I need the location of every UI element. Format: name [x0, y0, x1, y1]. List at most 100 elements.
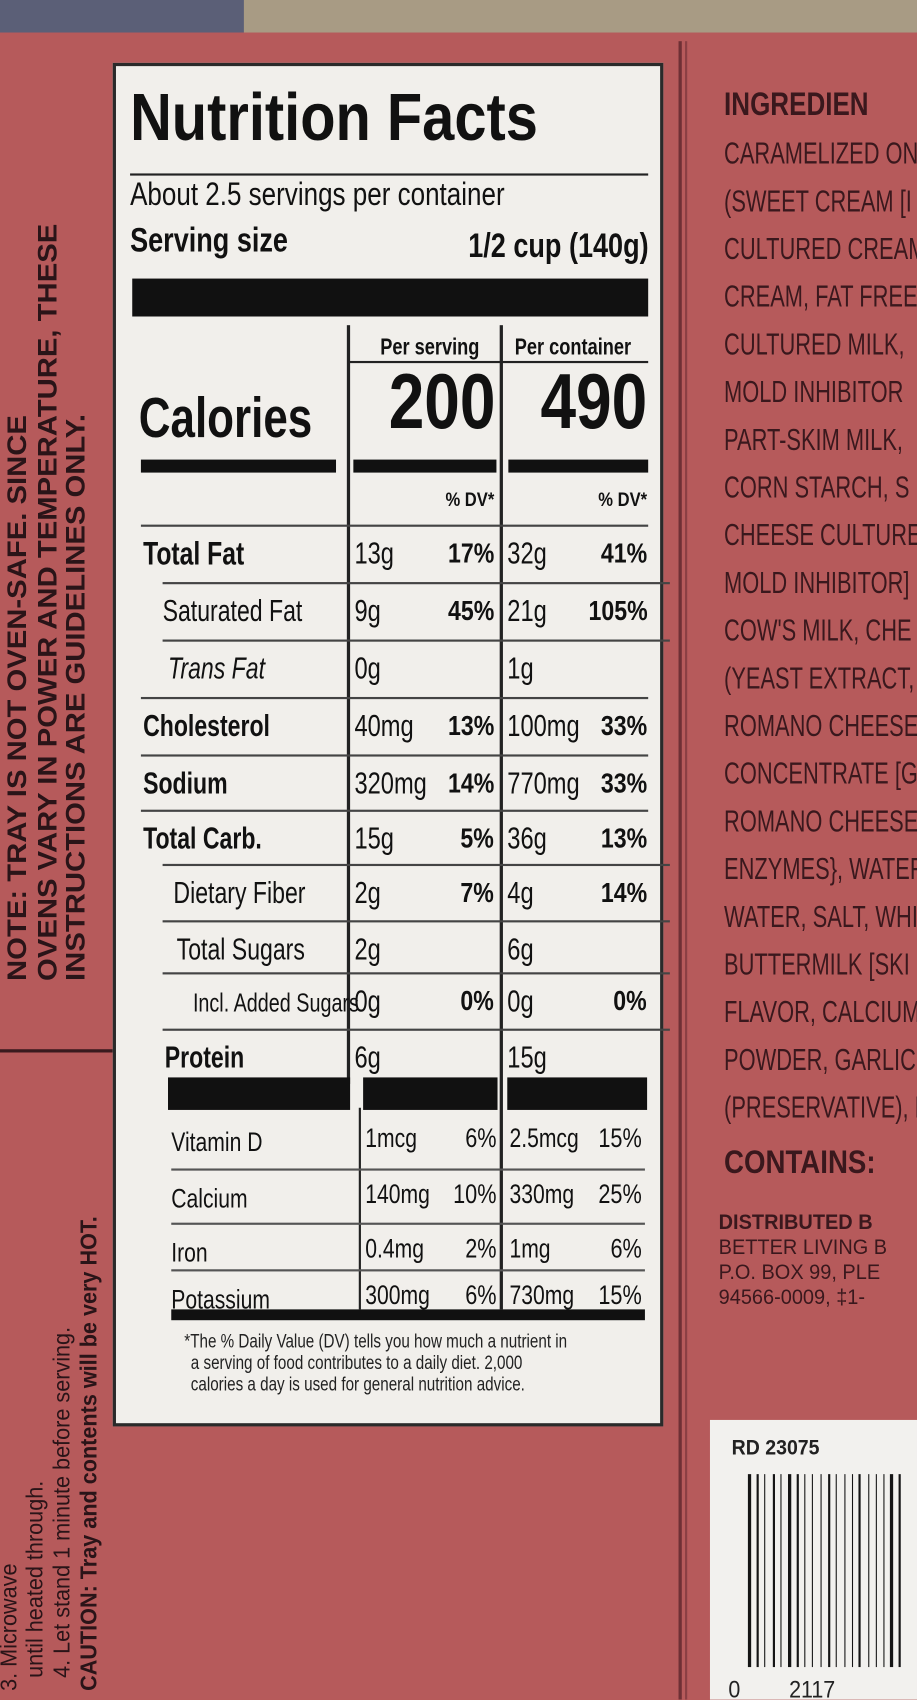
amount-per-serving: 1mcg	[365, 1122, 417, 1154]
row-rule	[140, 524, 649, 527]
nutrient-name: Total Carb.	[143, 821, 262, 856]
calories-per-container: 490	[540, 358, 648, 446]
ingredient-line: CHEESE CULTURE	[724, 518, 917, 552]
vitamin-name: Iron	[171, 1237, 208, 1269]
product-code: RD 23075	[731, 1436, 820, 1461]
ingredient-line: WATER, SALT, WHI	[724, 899, 917, 934]
nutrient-name: Total Sugars	[176, 932, 305, 966]
row-rule	[162, 1028, 670, 1031]
ingredient-line: (YEAST EXTRACT,	[724, 661, 915, 695]
row-rule	[162, 863, 670, 867]
distributor-line: DISTRIBUTED B	[718, 1210, 873, 1235]
amount-per-container: 770mg	[507, 766, 580, 800]
ingredient-line: CULTURED CREAM	[724, 231, 917, 266]
amount-per-container: 32g	[507, 536, 547, 571]
distributor-line: BETTER LIVING B	[718, 1235, 888, 1260]
amount-per-container: 4g	[507, 875, 534, 910]
amount-per-serving: 0g	[354, 984, 381, 1018]
thick-bar	[132, 278, 649, 317]
vitamin-name: Vitamin D	[171, 1127, 263, 1158]
footnote-line: *The % Daily Value (DV) tells you how mu…	[184, 1329, 568, 1352]
amount-per-serving: 300mg	[365, 1280, 430, 1311]
thick-bar	[353, 459, 497, 473]
barcode-bar	[835, 1474, 837, 1668]
serving-size-label: Serving size	[130, 220, 288, 260]
barcode-bar	[780, 1474, 782, 1668]
ingredient-line: COW'S MILK, CHE	[724, 613, 912, 648]
amount-per-container: 0g	[507, 984, 534, 1018]
distributor-line: P.O. BOX 99, PLE	[718, 1260, 881, 1285]
row-rule	[140, 809, 649, 812]
column-divider	[346, 325, 351, 1084]
instruction-line: until heated through.	[22, 1480, 48, 1678]
amount-per-serving: 40mg	[354, 708, 414, 743]
dv-per-serving: 7%	[460, 875, 495, 909]
amount-per-container: 15g	[507, 1040, 547, 1075]
amount-per-serving: 9g	[354, 593, 381, 628]
dv-per-container: 13%	[600, 821, 648, 855]
row-rule	[171, 1222, 645, 1225]
barcode-bar	[883, 1474, 885, 1668]
footnote-line: calories a day is used for general nutri…	[190, 1373, 525, 1396]
thick-bar	[140, 459, 337, 473]
dv-per-serving: 14%	[448, 766, 495, 799]
row-rule	[162, 972, 670, 975]
dv-per-container: 105%	[587, 593, 648, 627]
row-rule	[140, 696, 649, 700]
fold-crease	[685, 41, 688, 1700]
barcode-bar	[858, 1474, 861, 1668]
barcode-panel	[709, 1419, 917, 1700]
thick-bar	[168, 1077, 351, 1110]
contains-label: CONTAINS:	[724, 1144, 876, 1181]
dv-per-serving: 0%	[460, 984, 495, 1017]
side-note-line: INSTRUCTIONS ARE GUIDELINES ONLY.	[60, 413, 92, 981]
dv-per-serving: 17%	[448, 536, 495, 570]
barcode-bar	[747, 1474, 752, 1668]
footnote-line: a serving of food contributes to a daily…	[190, 1351, 523, 1374]
dv-per-container: 15%	[598, 1122, 642, 1154]
amount-per-container: 36g	[507, 821, 547, 856]
amount-per-serving: 6g	[354, 1040, 381, 1075]
barcode-bar	[898, 1474, 901, 1668]
nutrient-name: Protein	[164, 1040, 245, 1075]
dv-per-serving: 13%	[448, 708, 495, 742]
nutrient-name: Incl. Added Sugars	[192, 988, 359, 1018]
thick-bar	[507, 1077, 648, 1110]
label-title: Nutrition Facts	[130, 80, 538, 156]
row-rule	[140, 754, 649, 757]
thick-bar	[171, 1309, 645, 1321]
barcode-digit: 0	[728, 1675, 741, 1700]
ingredient-line: PART-SKIM MILK,	[724, 422, 903, 457]
column-header: Per container	[514, 334, 632, 360]
amount-per-container: 6g	[507, 932, 534, 966]
barcode-bar	[875, 1474, 877, 1668]
nutrient-name: Cholesterol	[143, 708, 270, 743]
dv-per-serving: 6%	[465, 1280, 497, 1311]
side-note-line: NOTE: TRAY IS NOT OVEN-SAFE. SINCE	[2, 415, 33, 981]
amount-per-container: 1mg	[509, 1233, 551, 1264]
barcode-bar	[756, 1474, 759, 1668]
barcode-bar	[788, 1474, 792, 1668]
row-rule	[162, 920, 670, 923]
ingredient-line: CONCENTRATE [G	[724, 756, 917, 791]
serving-size: 1/2 cup (140g)	[467, 225, 649, 265]
barcode-bar	[868, 1474, 870, 1668]
ingredient-line: MOLD INHIBITOR	[724, 375, 904, 409]
distributor-line: 94566-0009, ‡1-	[718, 1285, 866, 1310]
amount-per-container: 21g	[507, 593, 547, 628]
dv-per-serving: 5%	[460, 821, 495, 855]
barcode-bar	[772, 1474, 776, 1668]
amount-per-container: 730mg	[509, 1280, 575, 1311]
barcode-bar	[889, 1474, 894, 1668]
dv-per-serving: 2%	[465, 1233, 497, 1264]
fold-crease	[678, 41, 682, 1700]
servings-per-container: About 2.5 servings per container	[130, 176, 505, 213]
amount-per-serving: 2g	[354, 932, 381, 966]
dv-per-container: 25%	[598, 1179, 642, 1210]
row-rule	[162, 639, 670, 642]
amount-per-serving: 13g	[354, 536, 394, 571]
amount-per-serving: 320mg	[354, 766, 427, 800]
backdrop-blue	[0, 0, 250, 37]
dv-header: % DV*	[445, 488, 495, 511]
